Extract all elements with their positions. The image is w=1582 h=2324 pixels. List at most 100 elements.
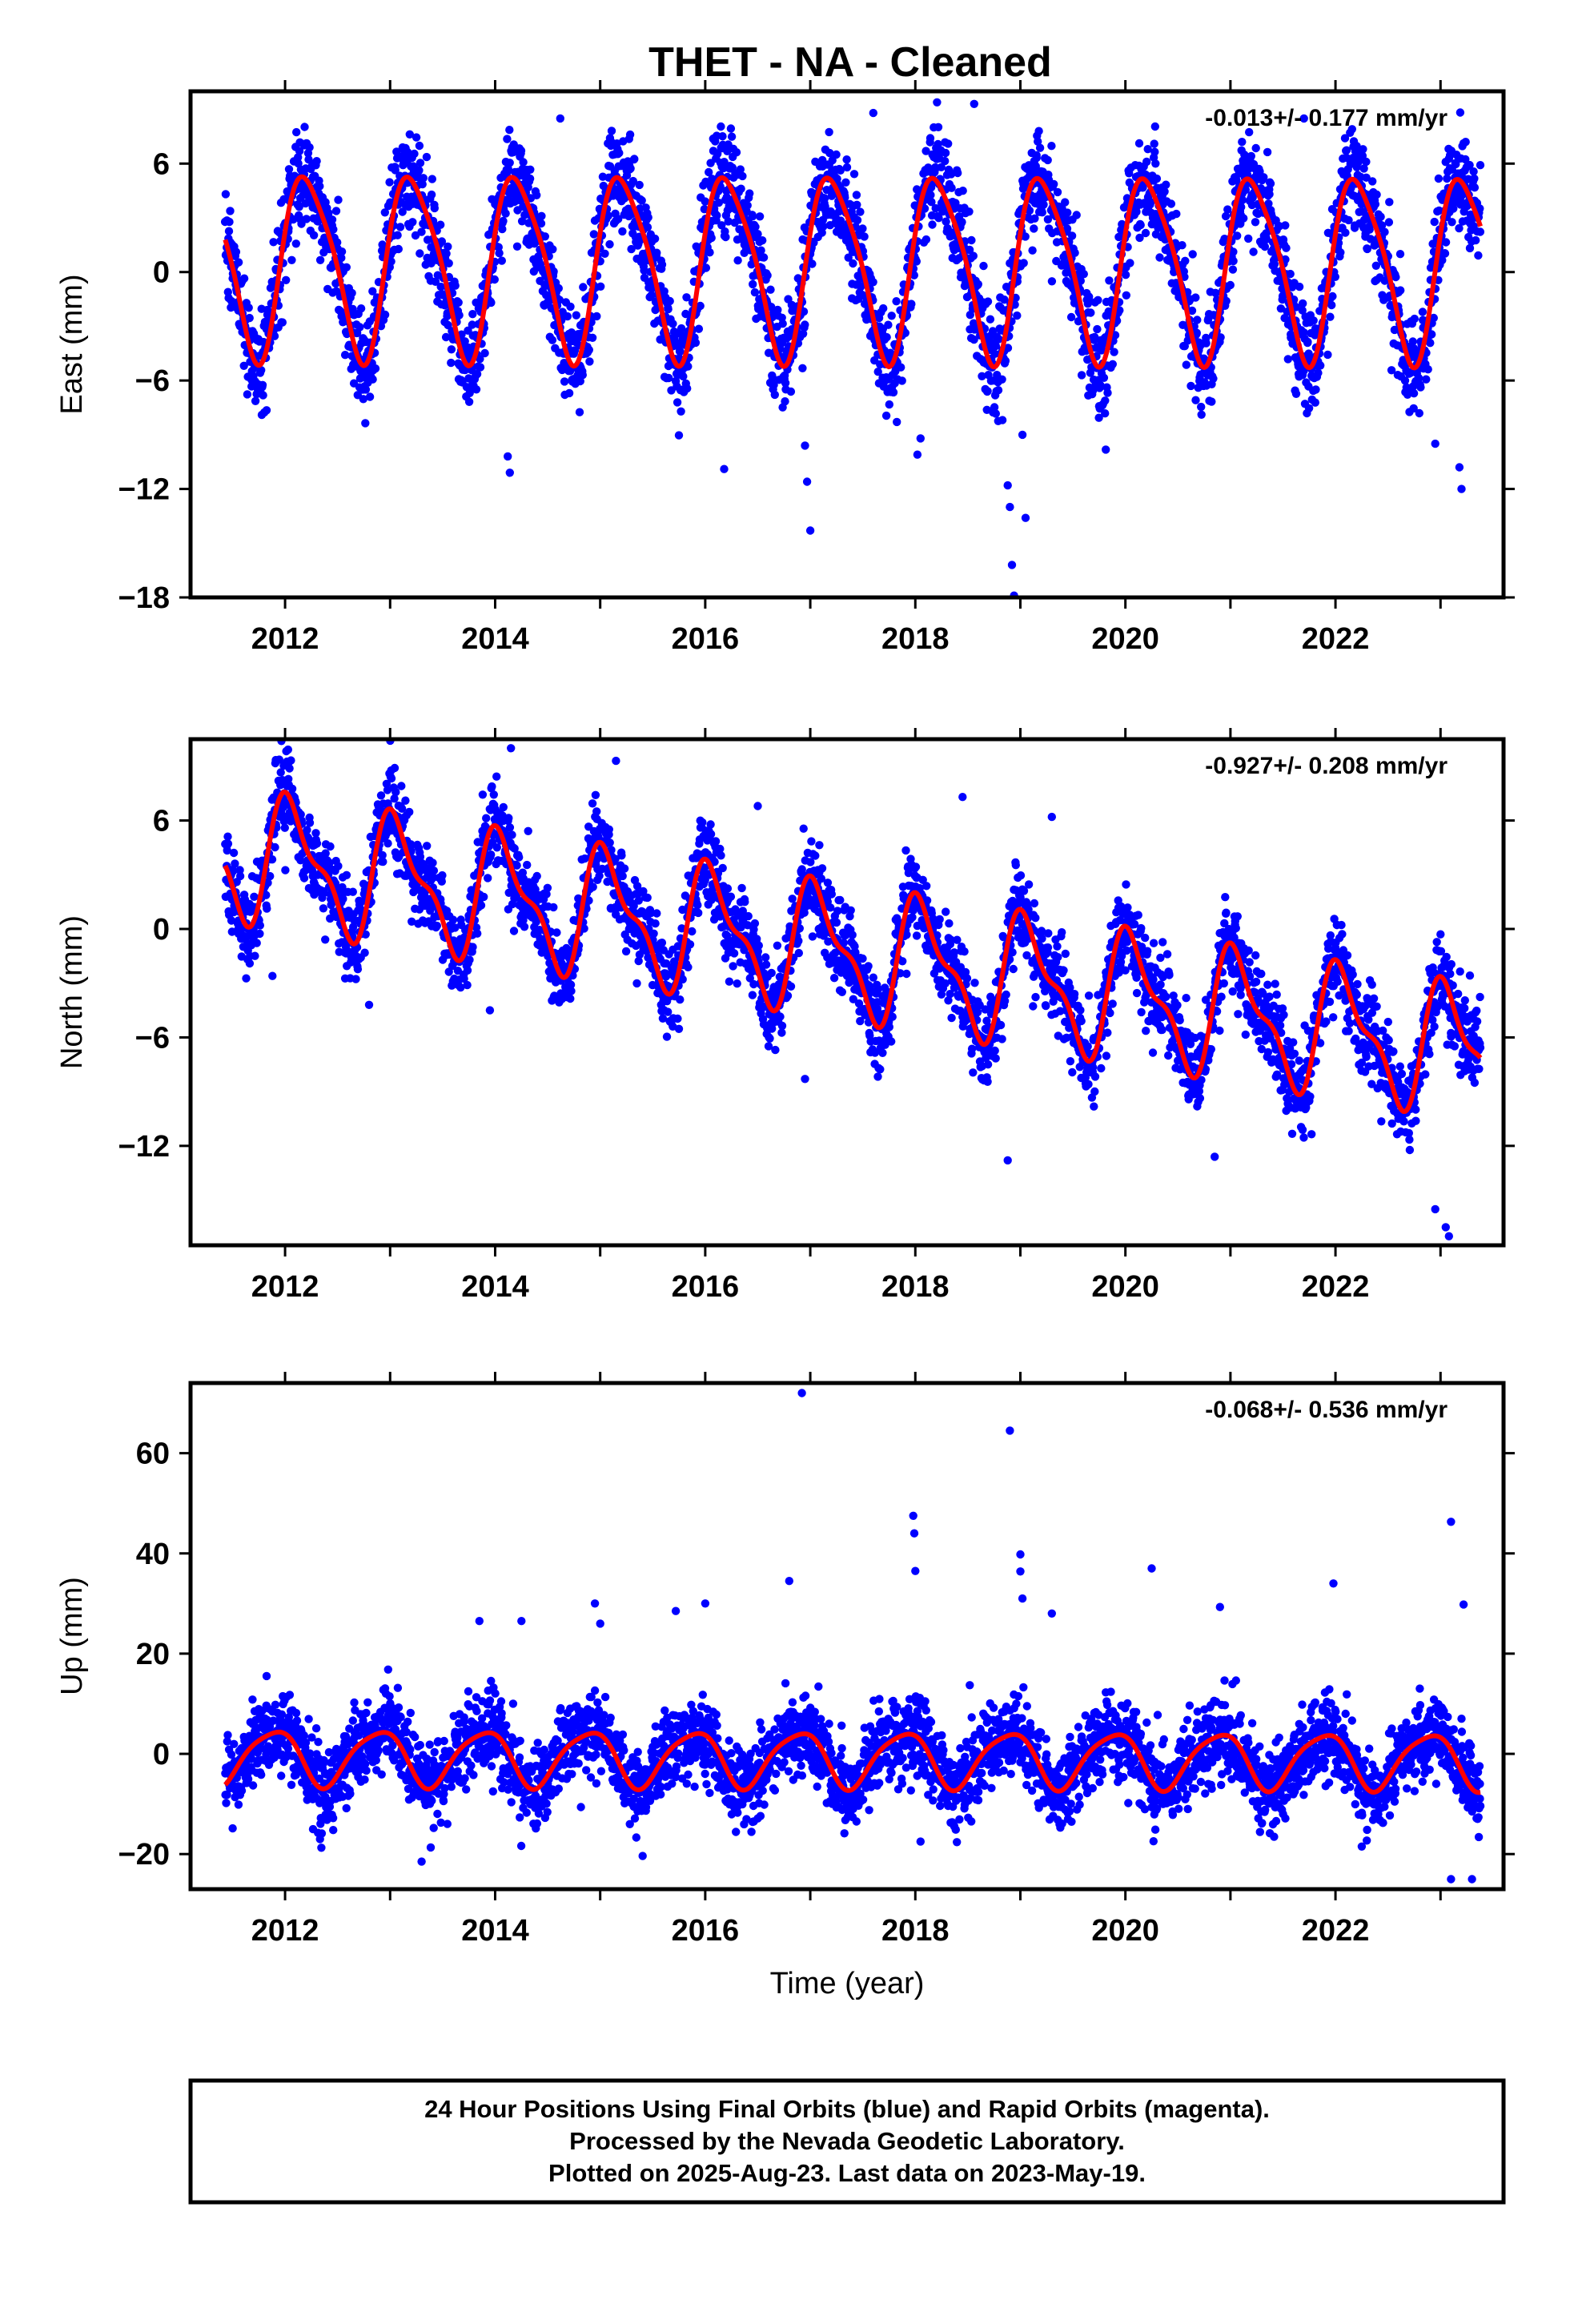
data-point	[799, 307, 809, 316]
data-point	[991, 341, 1001, 351]
data-point	[1396, 286, 1405, 295]
data-point	[1216, 333, 1225, 342]
data-point	[428, 175, 436, 183]
data-point	[588, 333, 597, 342]
data-point	[1387, 366, 1396, 375]
data-point	[1021, 232, 1030, 241]
data-point	[311, 829, 320, 838]
data-point	[669, 320, 677, 328]
data-point	[355, 323, 364, 332]
data-point	[1030, 224, 1038, 233]
data-point	[407, 840, 416, 849]
data-point	[1115, 306, 1124, 315]
data-point	[250, 892, 259, 902]
data-point	[492, 772, 501, 781]
data-point	[456, 983, 465, 992]
data-point	[1336, 248, 1345, 257]
data-point	[933, 98, 942, 107]
data-point	[1281, 221, 1290, 230]
data-point	[339, 895, 347, 903]
data-point	[650, 234, 660, 243]
data-point	[646, 909, 656, 918]
data-point	[397, 804, 407, 813]
data-point	[532, 191, 541, 199]
data-point	[1286, 269, 1295, 279]
x-tick-label: 2022	[1302, 622, 1370, 656]
data-point	[657, 939, 667, 947]
data-point	[873, 368, 882, 376]
data-point	[1295, 282, 1304, 292]
data-point	[969, 251, 978, 260]
outlier-point	[556, 114, 564, 123]
data-point	[391, 787, 400, 797]
data-point	[549, 267, 558, 276]
data-point	[234, 258, 243, 267]
data-point	[287, 756, 295, 765]
data-point	[1249, 247, 1258, 256]
data-point	[614, 215, 623, 223]
data-point	[1359, 145, 1367, 154]
data-point	[454, 298, 463, 307]
data-point	[1233, 231, 1242, 240]
data-point	[759, 253, 769, 262]
data-point	[566, 994, 575, 1003]
data-point	[1263, 147, 1272, 157]
data-point	[713, 149, 722, 159]
data-point	[591, 790, 600, 799]
data-point	[495, 248, 504, 258]
data-point	[1328, 292, 1337, 301]
data-point	[331, 207, 341, 215]
data-point	[473, 929, 482, 938]
data-point	[427, 190, 436, 199]
data-point	[1299, 328, 1308, 337]
data-point	[448, 915, 458, 924]
data-point	[986, 315, 995, 324]
data-point	[1110, 331, 1120, 340]
data-point	[860, 232, 869, 241]
data-point	[1034, 137, 1042, 146]
data-point	[1465, 243, 1475, 253]
data-point	[627, 244, 636, 254]
data-point	[605, 838, 614, 847]
data-point	[444, 320, 452, 330]
data-point	[1323, 350, 1332, 360]
outlier-point	[913, 450, 922, 459]
data-point	[532, 918, 540, 927]
data-point	[342, 870, 351, 880]
data-point	[1376, 212, 1385, 221]
data-point	[842, 155, 851, 164]
data-point	[504, 814, 513, 822]
data-point	[1099, 373, 1109, 382]
data-point	[1416, 383, 1425, 392]
data-point	[578, 371, 587, 380]
data-point	[1209, 374, 1218, 383]
data-point	[755, 212, 765, 221]
data-point	[1079, 270, 1089, 279]
data-point	[1362, 157, 1371, 167]
data-point	[1251, 143, 1260, 153]
data-point	[691, 338, 701, 348]
data-point	[270, 332, 279, 340]
data-point	[512, 861, 521, 870]
data-point	[1363, 244, 1372, 254]
outlier-point	[802, 477, 812, 486]
chart-title: THET - NA - Cleaned	[648, 39, 1052, 86]
data-point	[778, 320, 787, 328]
data-point	[393, 231, 402, 239]
data-point	[472, 385, 481, 394]
data-point	[1342, 146, 1351, 155]
x-tick-label: 2020	[1091, 622, 1159, 656]
data-point	[673, 398, 682, 407]
data-point	[391, 166, 400, 175]
data-point	[296, 810, 305, 819]
data-point	[595, 871, 604, 880]
data-point	[295, 203, 303, 211]
east-fit-line	[223, 174, 1483, 371]
data-point	[487, 850, 496, 859]
data-point	[380, 208, 389, 217]
data-point	[464, 397, 474, 406]
data-point	[887, 312, 896, 320]
data-point	[231, 247, 241, 256]
data-point	[269, 238, 278, 247]
data-point	[1031, 162, 1041, 171]
